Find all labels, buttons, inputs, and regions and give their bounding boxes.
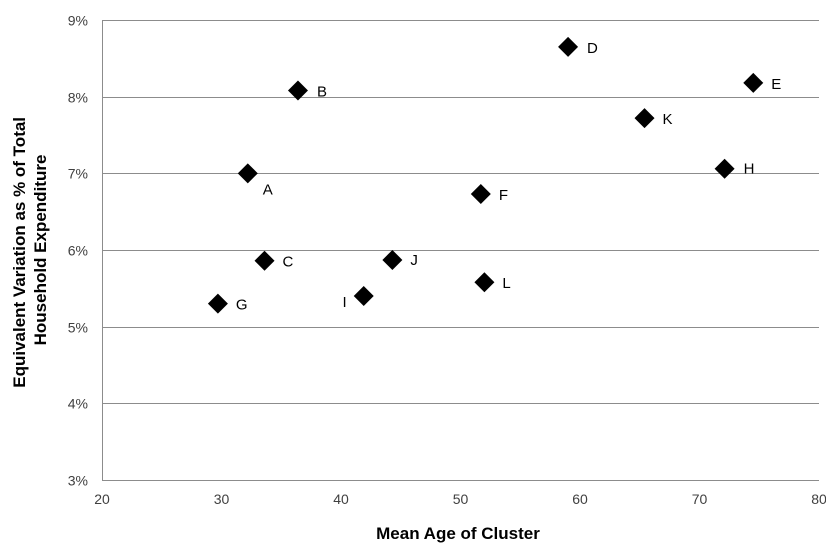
point-label-k: K bbox=[663, 111, 673, 128]
point-k bbox=[634, 108, 655, 129]
point-j bbox=[382, 249, 403, 270]
point-label-i: I bbox=[343, 294, 347, 311]
point-label-d: D bbox=[587, 40, 598, 57]
y-tick-label-3: 3% bbox=[68, 473, 88, 489]
point-i bbox=[353, 286, 374, 306]
point-label-g: G bbox=[236, 297, 248, 314]
point-label-j: J bbox=[410, 252, 418, 269]
tick-labels: 3% 4% 5% 6% 7% 8% 9% 20 30 40 50 60 70 80 bbox=[68, 13, 826, 508]
y-tick-label-5: 5% bbox=[68, 320, 88, 336]
point-d bbox=[558, 36, 579, 57]
x-tick-label-40: 40 bbox=[333, 491, 349, 507]
point-c bbox=[254, 250, 275, 271]
point-label-l: L bbox=[502, 275, 510, 292]
y-tick-label-6: 6% bbox=[68, 243, 88, 259]
point-label-c: C bbox=[283, 254, 294, 271]
data-points bbox=[207, 36, 764, 314]
point-labels: A B C D E F G H I J K L bbox=[236, 40, 781, 314]
point-label-b: B bbox=[317, 84, 327, 101]
point-l bbox=[474, 272, 495, 293]
y-tick-label-4: 4% bbox=[68, 396, 88, 412]
x-tick-label-50: 50 bbox=[453, 491, 469, 507]
x-tick-label-20: 20 bbox=[94, 491, 110, 507]
point-e bbox=[743, 72, 764, 93]
point-label-h: H bbox=[744, 161, 755, 178]
x-tick-label-60: 60 bbox=[572, 491, 588, 507]
y-tick-label-7: 7% bbox=[68, 166, 88, 182]
y-tick-label-8: 8% bbox=[68, 90, 88, 106]
y-tick-label-9: 9% bbox=[68, 13, 88, 29]
point-a bbox=[237, 163, 258, 184]
point-label-e: E bbox=[771, 76, 781, 93]
point-f bbox=[470, 184, 491, 205]
x-axis-title: Mean Age of Cluster bbox=[376, 524, 540, 543]
point-g bbox=[207, 293, 228, 314]
x-tick-label-80: 80 bbox=[811, 491, 826, 507]
y-axis-title-line-2: Household Expenditure bbox=[31, 155, 50, 346]
y-axis-title: Equivalent Variation as % of Total House… bbox=[10, 112, 50, 388]
point-b bbox=[287, 80, 308, 101]
y-axis-title-line-1: Equivalent Variation as % of Total bbox=[10, 117, 29, 388]
point-label-f: F bbox=[499, 187, 508, 204]
x-tick-label-30: 30 bbox=[214, 491, 230, 507]
gridlines bbox=[102, 20, 819, 481]
x-tick-label-70: 70 bbox=[692, 491, 708, 507]
point-label-a: A bbox=[263, 181, 273, 198]
point-h bbox=[714, 158, 735, 179]
